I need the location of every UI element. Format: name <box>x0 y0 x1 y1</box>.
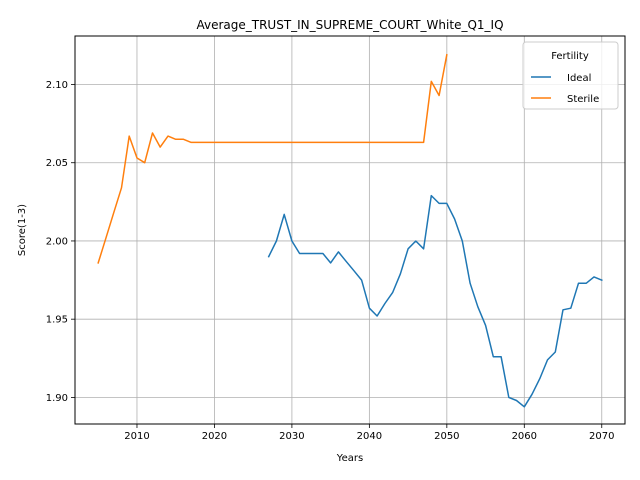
legend-title: Fertility <box>551 51 589 62</box>
legend-label-ideal: Ideal <box>567 73 591 84</box>
y-tick-label: 2.10 <box>46 80 68 91</box>
x-tick-label: 2010 <box>124 431 149 442</box>
series-line-sterile <box>97 53 448 264</box>
series-lines <box>97 53 603 408</box>
series-line-ideal <box>267 194 603 408</box>
x-tick-label: 2070 <box>589 431 614 442</box>
legend-label-sterile: Sterile <box>567 94 599 105</box>
y-tick-label: 1.95 <box>46 315 68 326</box>
legend: Fertility Ideal Sterile <box>522 41 619 110</box>
x-tick-label: 2060 <box>512 431 537 442</box>
plot-frame <box>74 35 626 425</box>
chart-title: Average_TRUST_IN_SUPREME_COURT_White_Q1_… <box>196 18 503 32</box>
y-tick-label: 2.05 <box>46 158 68 169</box>
x-tick-label: 2030 <box>279 431 304 442</box>
x-tick-label: 2020 <box>202 431 227 442</box>
y-tick-label: 1.90 <box>46 393 68 404</box>
grid-lines <box>75 36 625 424</box>
axis-ticks: 2010 2020 2030 2040 2050 2060 2070 1.90 1.95 2.00… <box>46 80 615 442</box>
y-axis-label: Score(1-3) <box>17 204 28 256</box>
y-tick-label: 2.00 <box>46 236 68 247</box>
x-tick-label: 2040 <box>357 431 382 442</box>
x-tick-label: 2050 <box>434 431 459 442</box>
x-axis-label: Years <box>336 453 363 464</box>
legend-box <box>522 41 619 110</box>
